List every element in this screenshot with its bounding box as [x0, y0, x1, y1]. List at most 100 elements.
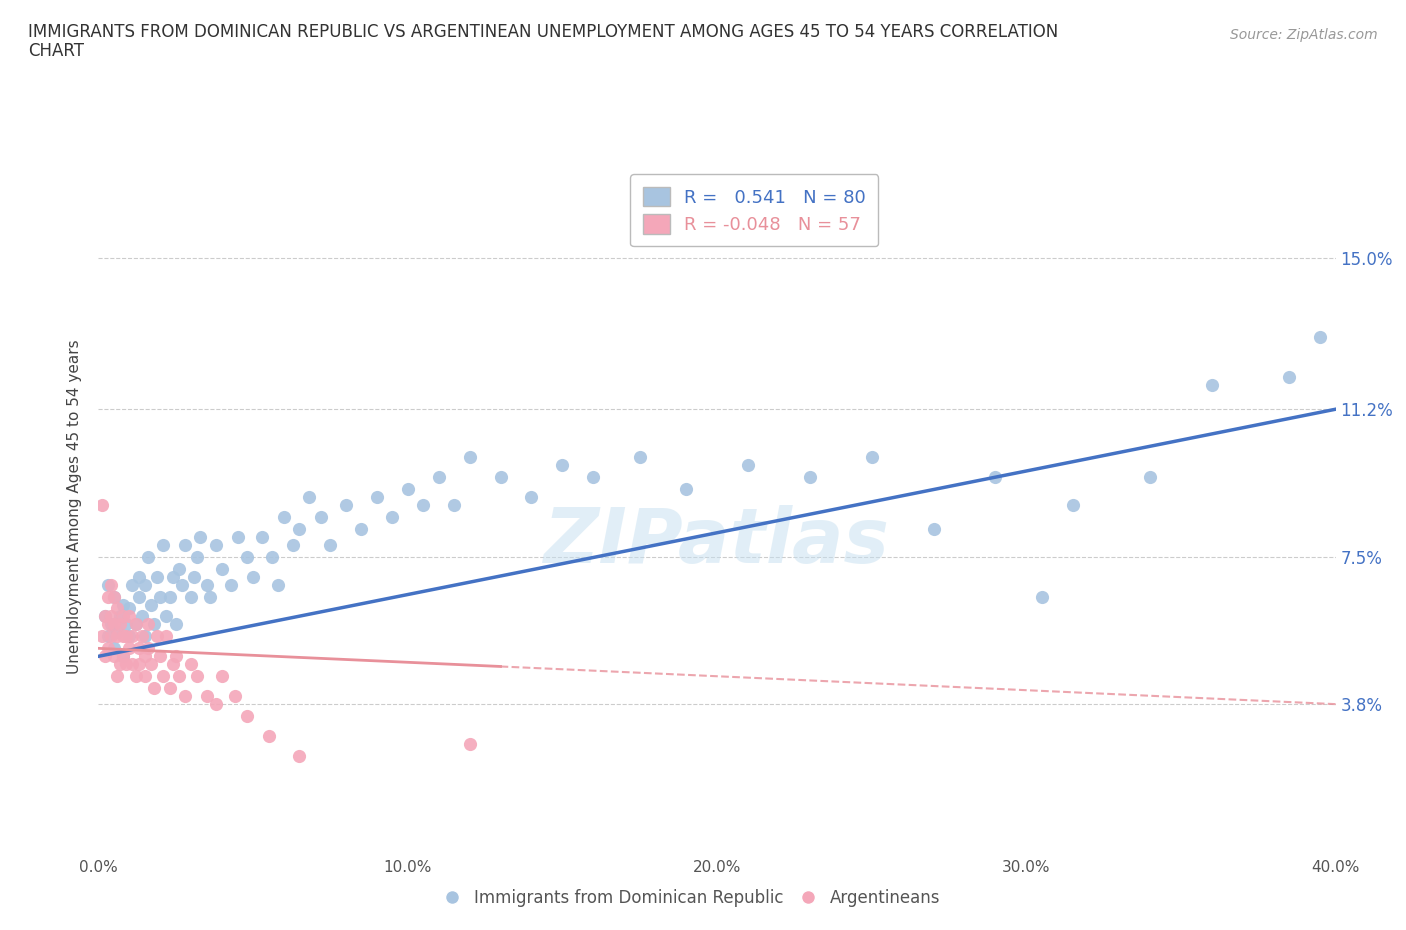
Point: [131, 629, 153, 644]
Point: [128, 589, 150, 604]
Point: [93, 609, 115, 624]
Point: [183, 569, 205, 584]
Point: [124, 617, 146, 631]
Point: [427, 470, 450, 485]
Point: [134, 629, 156, 644]
Point: [167, 669, 190, 684]
Point: [93, 609, 115, 624]
Point: [146, 569, 169, 584]
Point: [103, 649, 125, 664]
Point: [108, 609, 131, 624]
Point: [159, 589, 181, 604]
Text: IMMIGRANTS FROM DOMINICAN REPUBLIC VS ARGENTINEAN UNEMPLOYMENT AMONG AGES 45 TO : IMMIGRANTS FROM DOMINICAN REPUBLIC VS AR…: [28, 23, 1059, 41]
Point: [143, 681, 166, 696]
Point: [298, 489, 321, 504]
Point: [860, 449, 883, 464]
Point: [273, 510, 295, 525]
Point: [90, 498, 112, 512]
Point: [1201, 378, 1223, 392]
Point: [118, 601, 141, 616]
Point: [97, 589, 120, 604]
Point: [112, 609, 135, 624]
Point: [260, 550, 283, 565]
Point: [100, 617, 122, 631]
Point: [205, 538, 228, 552]
Point: [195, 578, 218, 592]
Point: [190, 529, 212, 544]
Point: [112, 597, 135, 612]
Point: [252, 529, 274, 544]
Point: [267, 578, 290, 592]
Point: [121, 578, 143, 592]
Point: [236, 709, 259, 724]
Point: [309, 510, 332, 525]
Point: [520, 489, 543, 504]
Point: [108, 617, 131, 631]
Point: [155, 629, 177, 644]
Point: [139, 597, 162, 612]
Point: [152, 538, 174, 552]
Point: [136, 550, 159, 565]
Point: [118, 629, 141, 644]
Point: [97, 617, 120, 631]
Point: [112, 649, 135, 664]
Point: [128, 569, 150, 584]
Point: [458, 737, 481, 751]
Point: [195, 689, 218, 704]
Point: [134, 669, 156, 684]
Point: [118, 641, 141, 656]
Point: [443, 498, 465, 512]
Point: [115, 629, 138, 644]
Y-axis label: Unemployment Among Ages 45 to 54 years: Unemployment Among Ages 45 to 54 years: [67, 339, 83, 674]
Point: [165, 649, 187, 664]
Point: [186, 550, 208, 565]
Point: [115, 657, 138, 671]
Point: [152, 669, 174, 684]
Point: [90, 629, 112, 644]
Point: [922, 522, 945, 537]
Text: CHART: CHART: [28, 42, 84, 60]
Point: [134, 649, 156, 664]
Point: [174, 689, 197, 704]
Point: [396, 482, 419, 497]
Point: [105, 669, 128, 684]
Point: [100, 629, 122, 644]
Point: [124, 669, 146, 684]
Point: [97, 641, 120, 656]
Point: [628, 449, 651, 464]
Point: [162, 569, 184, 584]
Point: [211, 561, 233, 576]
Point: [288, 749, 311, 764]
Point: [105, 601, 128, 616]
Point: [221, 578, 243, 592]
Point: [458, 449, 481, 464]
Point: [167, 561, 190, 576]
Point: [93, 649, 115, 664]
Point: [100, 609, 122, 624]
Point: [97, 629, 120, 644]
Point: [155, 609, 177, 624]
Text: ZIPatlas: ZIPatlas: [544, 505, 890, 578]
Point: [319, 538, 342, 552]
Point: [288, 522, 311, 537]
Point: [335, 498, 357, 512]
Point: [1309, 330, 1331, 345]
Text: Source: ZipAtlas.com: Source: ZipAtlas.com: [1230, 28, 1378, 42]
Point: [737, 458, 759, 472]
Point: [121, 657, 143, 671]
Point: [149, 649, 172, 664]
Point: [143, 617, 166, 631]
Point: [236, 550, 259, 565]
Point: [180, 589, 202, 604]
Point: [128, 657, 150, 671]
Point: [108, 657, 131, 671]
Point: [128, 641, 150, 656]
Point: [103, 617, 125, 631]
Point: [412, 498, 434, 512]
Point: [366, 489, 388, 504]
Point: [582, 470, 605, 485]
Point: [103, 589, 125, 604]
Point: [118, 609, 141, 624]
Point: [115, 617, 138, 631]
Point: [103, 589, 125, 604]
